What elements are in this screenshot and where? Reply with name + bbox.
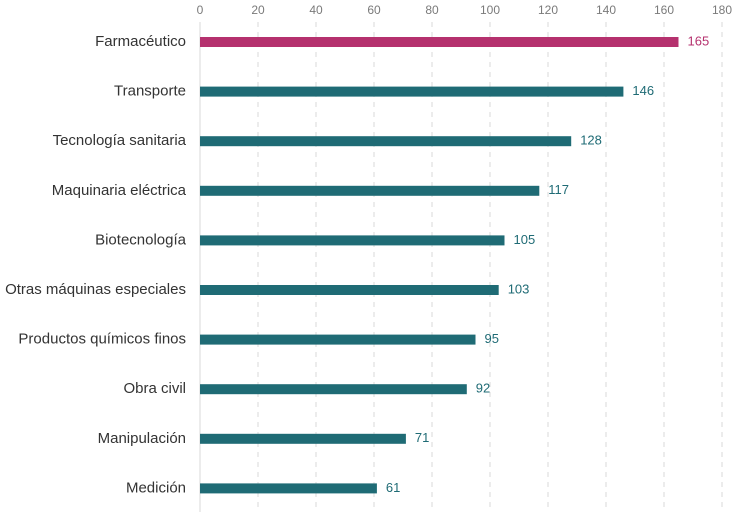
value-label: 103 bbox=[508, 281, 530, 296]
bar bbox=[200, 136, 572, 147]
category-label: Otras máquinas especiales bbox=[5, 281, 186, 298]
value-label: 128 bbox=[580, 133, 602, 148]
value-label: 92 bbox=[476, 381, 490, 396]
category-label: Obra civil bbox=[123, 380, 186, 397]
bar bbox=[200, 235, 505, 246]
x-tick-label: 120 bbox=[538, 3, 558, 17]
value-label: 95 bbox=[485, 331, 499, 346]
x-tick-label: 0 bbox=[197, 3, 204, 17]
x-tick-label: 140 bbox=[596, 3, 616, 17]
category-labels: Farmacéutico Transporte Tecnología sanitar… bbox=[5, 33, 187, 496]
value-label: 117 bbox=[548, 182, 569, 197]
bar bbox=[200, 37, 679, 47]
bar bbox=[200, 185, 540, 196]
bar bbox=[200, 86, 624, 97]
category-label: Medición bbox=[126, 479, 186, 496]
bar bbox=[200, 384, 467, 395]
x-tick-label: 80 bbox=[425, 3, 439, 17]
value-label: 71 bbox=[415, 430, 429, 445]
x-tick-label: 180 bbox=[712, 3, 732, 17]
bar bbox=[200, 285, 499, 295]
x-tick-label: 60 bbox=[367, 3, 381, 17]
value-label: 105 bbox=[514, 232, 536, 247]
value-label: 146 bbox=[632, 83, 654, 98]
x-tick-label: 40 bbox=[309, 3, 323, 17]
category-label: Manipulación bbox=[98, 430, 186, 447]
bars bbox=[200, 37, 679, 494]
category-label: Maquinaria eléctrica bbox=[52, 182, 187, 199]
grid-layer bbox=[199, 22, 723, 512]
bar bbox=[200, 334, 476, 345]
x-tick-label: 160 bbox=[654, 3, 674, 17]
value-labels: 165 146 128 117 105 103 95 92 71 61 bbox=[386, 33, 709, 494]
category-label: Productos químicos finos bbox=[18, 331, 186, 348]
x-axis-ticks: 0 20 40 60 80 100 120 140 160 180 bbox=[197, 3, 733, 17]
category-label: Biotecnología bbox=[95, 231, 187, 248]
category-label: Tecnología sanitaria bbox=[53, 132, 187, 149]
value-label: 61 bbox=[386, 480, 400, 495]
category-label: Transporte bbox=[114, 83, 186, 100]
bar bbox=[200, 483, 377, 494]
bar bbox=[200, 433, 406, 444]
category-label: Farmacéutico bbox=[95, 33, 186, 50]
value-label: 165 bbox=[688, 33, 710, 48]
x-tick-label: 100 bbox=[480, 3, 500, 17]
x-tick-label: 20 bbox=[251, 3, 265, 17]
